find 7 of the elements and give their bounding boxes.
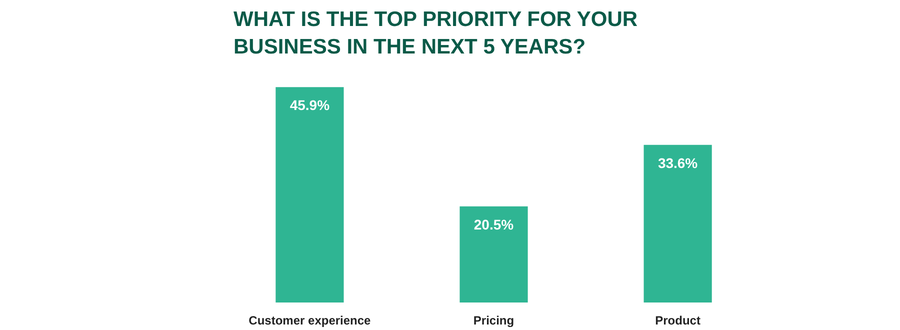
data-label: 20.5% bbox=[474, 216, 514, 232]
data-label: 33.6% bbox=[658, 154, 698, 171]
x-tick-label: Pricing bbox=[473, 314, 514, 328]
chart-title: WHAT IS THE TOP PRIORITY FOR YOUR BUSINESS IN THE NEXT 5 YEARS? bbox=[234, 8, 638, 58]
x-tick-label: Product bbox=[655, 314, 700, 328]
data-label: 45.9% bbox=[290, 97, 330, 114]
x-tick-label: Customer experience bbox=[248, 314, 372, 328]
